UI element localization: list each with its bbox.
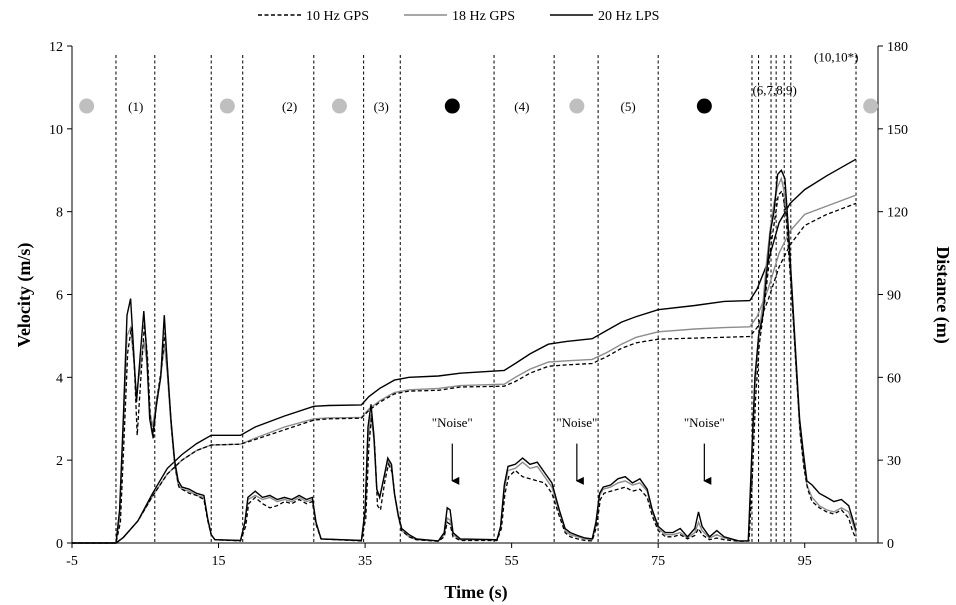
- y-tick-label: 4: [56, 371, 63, 386]
- velocity-line-lps: [72, 169, 857, 544]
- distance-line-gps10: [72, 202, 857, 544]
- y2-tick-label: 0: [887, 537, 894, 552]
- marker-dot-4: [569, 98, 585, 114]
- y2-tick-label: 60: [887, 371, 901, 386]
- marker-dot-2: [331, 98, 347, 114]
- marker-dot-1: [219, 98, 235, 114]
- y2-tick-label: 30: [887, 454, 901, 469]
- y-tick-label: 0: [56, 537, 63, 552]
- phase-label-6: (10,10*): [814, 49, 858, 64]
- y-tick-label: 12: [49, 40, 63, 55]
- distance-line-lps: [72, 158, 857, 544]
- y2-tick-label: 120: [887, 206, 908, 221]
- y2-axis-title: Distance (m): [932, 246, 953, 343]
- legend-label-20hz-lps: 20 Hz LPS: [598, 9, 659, 24]
- phase-label-0: (1): [128, 99, 143, 114]
- legend-label-18hz-gps: 18 Hz GPS: [452, 9, 515, 24]
- x-axis-title: Time (s): [444, 582, 507, 603]
- legend-label-10hz-gps: 10 Hz GPS: [306, 9, 369, 24]
- distance-line-gps18: [72, 194, 857, 544]
- noise-label-0: "Noise": [432, 415, 473, 430]
- x-tick-label: 55: [505, 554, 519, 569]
- noise-label-2: "Noise": [684, 415, 725, 430]
- y-tick-label: 6: [56, 289, 63, 304]
- noise-label-1: "Noise": [556, 415, 597, 430]
- y2-tick-label: 90: [887, 289, 901, 304]
- phase-label-1: (2): [282, 99, 297, 114]
- marker-dot-6: [863, 98, 879, 114]
- y-axis-title: Velocity (m/s): [14, 243, 35, 348]
- y-tick-label: 10: [49, 123, 63, 138]
- phase-label-3: (4): [514, 99, 529, 114]
- velocity-line-gps18: [72, 176, 857, 544]
- marker-dot-0: [79, 98, 95, 114]
- x-tick-label: 95: [798, 554, 812, 569]
- phase-label-4: (5): [621, 99, 636, 114]
- y-tick-label: 2: [56, 454, 63, 469]
- x-tick-label: 15: [212, 554, 226, 569]
- x-tick-label: 35: [358, 554, 372, 569]
- x-tick-label: 75: [651, 554, 665, 569]
- legend: 10 Hz GPS 18 Hz GPS 20 Hz LPS: [258, 9, 659, 24]
- velocity-line-gps10: [72, 189, 857, 544]
- y-tick-label: 8: [56, 206, 63, 221]
- phase-label-2: (3): [374, 99, 389, 114]
- y2-tick-label: 180: [887, 40, 908, 55]
- x-tick-label: -5: [66, 554, 78, 569]
- marker-dot-5: [696, 98, 712, 114]
- y2-tick-label: 150: [887, 123, 908, 138]
- marker-dot-3: [444, 98, 460, 114]
- plot-area: -5 15 35 55 75 950246810120306090120150180(1)…: [49, 40, 908, 569]
- phase-label-5: (6,7,8,9): [752, 82, 796, 97]
